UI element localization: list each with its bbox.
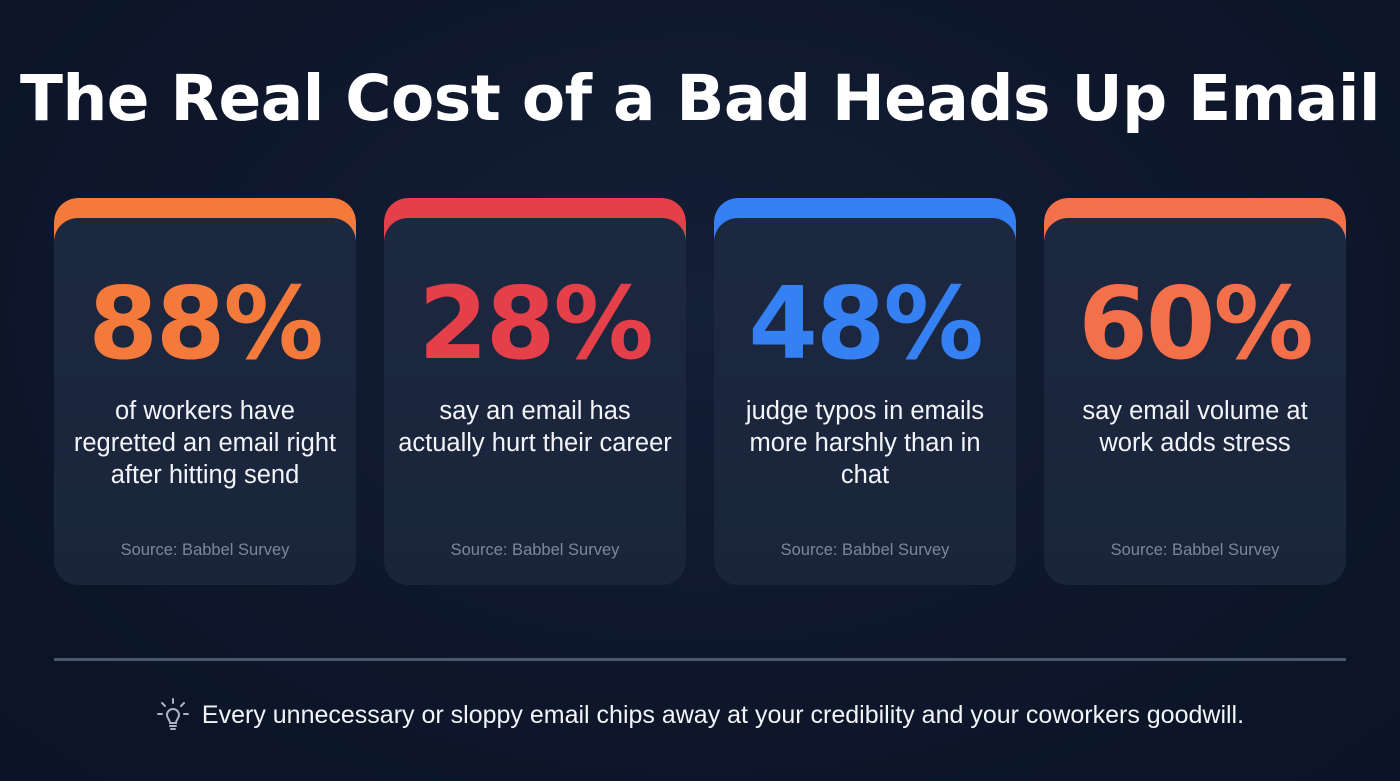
lightbulb-icon (156, 698, 189, 730)
stat-card-28: 28% say an email has actually hurt their… (384, 198, 686, 585)
stat-value: 60% (1078, 265, 1313, 382)
stat-source: Source: Babbel Survey (1110, 541, 1280, 559)
stat-card-60: 60% say email volume at work adds stress… (1044, 198, 1346, 585)
stat-cards: 88% of workers have regretted an email r… (54, 198, 1346, 585)
stat-value: 88% (88, 265, 323, 382)
stat-source: Source: Babbel Survey (120, 541, 290, 559)
footer-tip: Every unnecessary or sloppy email chips … (0, 697, 1400, 733)
stat-description: say an email has actually hurt their car… (398, 397, 672, 457)
card-body (384, 218, 686, 585)
stat-value: 48% (748, 265, 983, 382)
stat-description: of workers have regretted an email right… (73, 397, 337, 489)
stat-card-88: 88% of workers have regretted an email r… (54, 198, 356, 585)
card-body (1044, 218, 1346, 585)
page-title: The Real Cost of a Bad Heads Up Email (19, 62, 1381, 135)
stat-source: Source: Babbel Survey (780, 541, 950, 559)
stat-card-48: 48% judge typos in emails more harshly t… (714, 198, 1016, 585)
stat-description: judge typos in emails more harshly than … (745, 397, 985, 489)
card-body (54, 218, 356, 585)
divider (54, 658, 1346, 661)
card-body (714, 218, 1016, 585)
stat-description: say email volume at work adds stress (1082, 397, 1308, 457)
footer-text: Every unnecessary or sloppy email chips … (201, 700, 1245, 729)
stat-source: Source: Babbel Survey (450, 541, 620, 559)
stat-value: 28% (418, 265, 653, 382)
